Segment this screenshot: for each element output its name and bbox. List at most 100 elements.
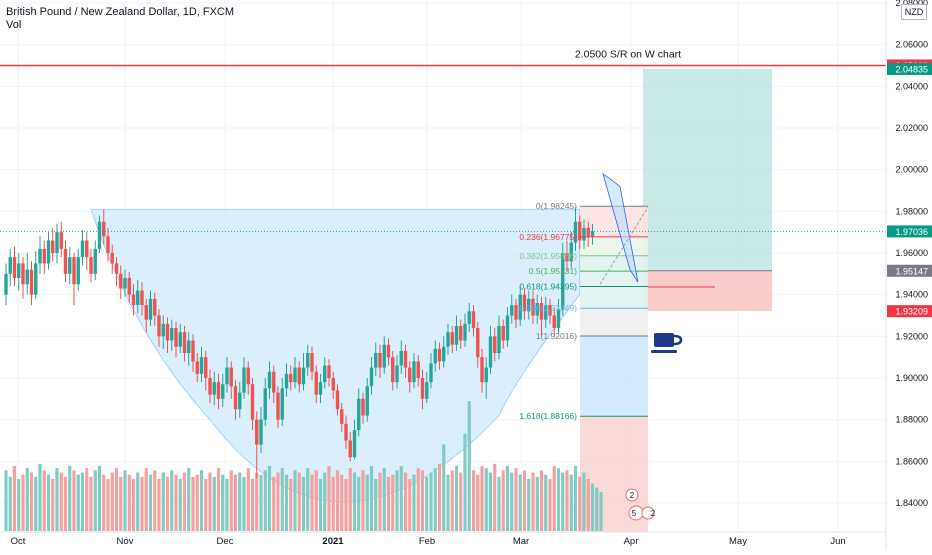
candle-body <box>399 350 403 366</box>
candle-body <box>323 365 327 383</box>
candle-body <box>527 298 531 312</box>
event-bubble[interactable] <box>625 488 639 502</box>
candle-body <box>8 257 12 274</box>
candle-body <box>544 305 548 320</box>
volume-bar <box>233 474 238 531</box>
candle-body <box>425 382 429 399</box>
currency-badge[interactable]: NZD <box>901 4 927 20</box>
price-axis-tick: 1.96000 <box>895 248 928 258</box>
candle-body <box>335 390 340 410</box>
candle-body <box>76 257 80 285</box>
volume-bar <box>259 474 263 531</box>
volume-bar <box>391 474 395 531</box>
candle-body <box>382 344 386 368</box>
event-bubble[interactable] <box>641 506 655 520</box>
candle-body <box>386 344 391 358</box>
volume-bar <box>255 472 259 531</box>
volume-bar <box>497 476 501 531</box>
volume-bar <box>527 479 531 531</box>
event-bubble-count: 2 <box>630 491 635 500</box>
candle-body <box>276 392 280 420</box>
candle-body <box>586 228 590 237</box>
volume-bar <box>12 466 17 531</box>
volume-bar <box>450 470 454 531</box>
volume-bar <box>425 476 429 531</box>
candle-body <box>55 232 59 253</box>
volume-bar <box>225 479 229 531</box>
candle-body <box>225 367 229 385</box>
volume-bar <box>157 479 161 531</box>
candle-body <box>522 294 527 312</box>
candle-body <box>391 357 395 383</box>
candle-body <box>484 367 488 383</box>
volume-bar <box>344 479 348 531</box>
chart-title: British Pound / New Zealand Dollar, 1D, … <box>6 6 235 18</box>
volume-bar <box>272 476 276 531</box>
candle-body <box>361 398 365 416</box>
volume-bar <box>238 472 242 531</box>
time-axis-label: 2021 <box>322 536 344 547</box>
volume-bar <box>246 468 250 531</box>
volume-bar <box>310 474 314 531</box>
candle-body <box>293 367 297 383</box>
volume-bar <box>174 474 178 531</box>
candle-body <box>246 367 250 385</box>
candle-body <box>42 248 46 264</box>
volume-bar <box>531 472 535 531</box>
candle-body <box>463 323 467 341</box>
volume-bar <box>59 472 63 531</box>
volume-bar <box>195 474 199 531</box>
volume-bar <box>352 472 357 531</box>
volume-bar <box>454 466 459 531</box>
candle-body <box>446 332 450 347</box>
price-tag-label: 1.97036 <box>895 227 928 237</box>
volume-bar <box>212 476 216 531</box>
volume-bar <box>127 474 131 531</box>
volume-bar <box>123 470 127 531</box>
volume-bar <box>68 466 72 531</box>
volume-bar <box>348 468 352 531</box>
time-axis-label: Jun <box>830 536 845 547</box>
fib-level-label: 0.236(1.96775) <box>519 232 577 242</box>
price-axis-tick: 1.84000 <box>895 498 928 508</box>
volume-bar <box>459 472 463 531</box>
candle-body <box>68 257 72 274</box>
volume-bar <box>318 479 323 531</box>
volume-bar <box>93 470 97 531</box>
volume-bar <box>114 468 119 531</box>
volume-bar <box>191 476 195 531</box>
volume-bar <box>204 479 208 531</box>
volume-bar <box>552 466 556 531</box>
volume-label: Vol <box>6 19 22 31</box>
volume-bar <box>510 472 514 531</box>
sr-label: 2.0500 S/R on W chart <box>575 48 681 60</box>
candle-body <box>395 365 399 383</box>
volume-bar <box>382 468 386 531</box>
volume-bar <box>17 479 21 531</box>
candle-body <box>289 373 293 383</box>
volume-bar <box>442 444 446 531</box>
candle-body <box>374 353 378 368</box>
volume-bar <box>144 468 148 531</box>
fib-level-label: 1.618(1.88166) <box>519 411 577 421</box>
candle-body <box>174 328 178 347</box>
candle-body <box>59 232 63 249</box>
price-tag: 1.97036 <box>887 225 932 238</box>
volume-bar <box>539 470 544 531</box>
candle-body <box>437 348 442 362</box>
fib-zone <box>580 271 648 287</box>
candle-body <box>229 367 233 387</box>
volume-bar <box>446 474 450 531</box>
volume-bar <box>471 470 476 531</box>
candle-body <box>340 409 344 424</box>
volume-bar <box>102 474 106 531</box>
volume-bar <box>357 476 361 531</box>
candle-body <box>306 353 310 368</box>
candle-body <box>127 278 131 295</box>
volume-bar <box>412 474 416 531</box>
price-tag-label: 2.04835 <box>895 64 928 74</box>
candle-body <box>144 305 148 320</box>
candle-body <box>250 384 255 420</box>
volume-bar <box>4 470 8 531</box>
